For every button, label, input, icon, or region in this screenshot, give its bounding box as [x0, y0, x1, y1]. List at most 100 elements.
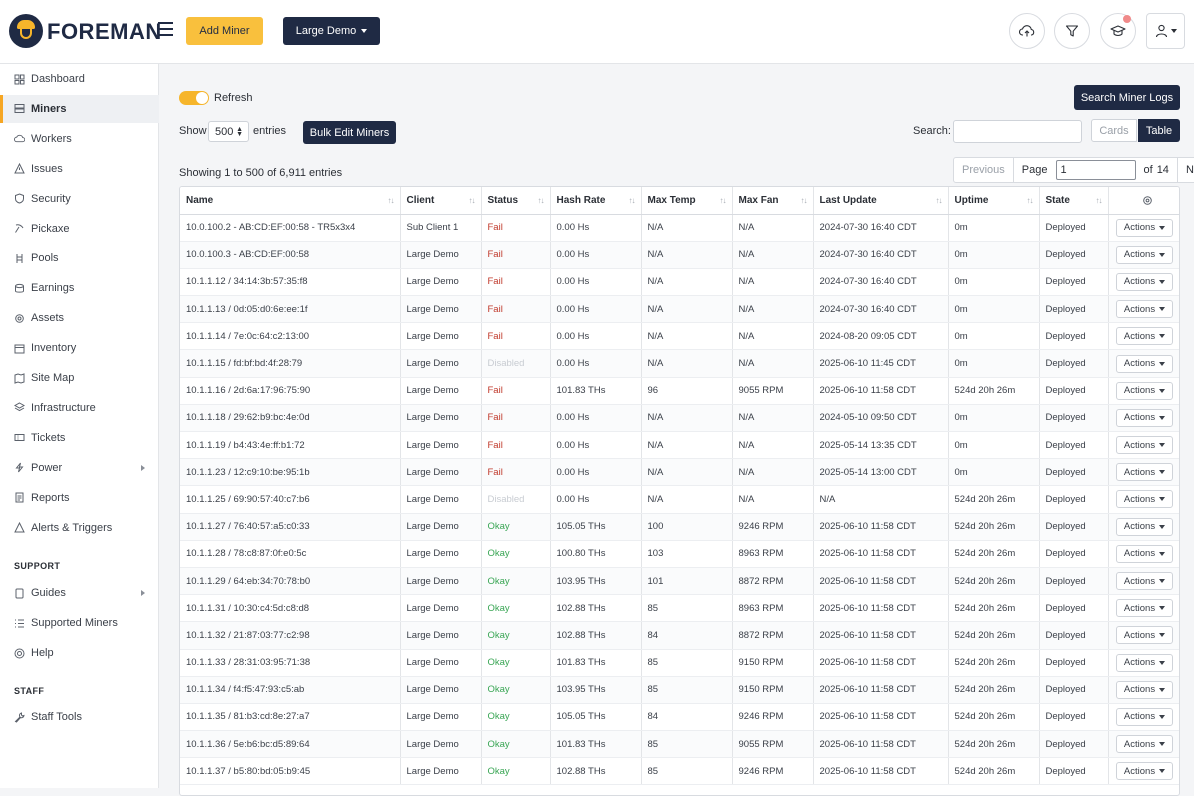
table-row[interactable]: 10.1.1.29 / 64:eb:34:70:78:b0 Large Demo O…	[180, 567, 1179, 596]
actions-dropdown-button[interactable]: Actions	[1116, 599, 1173, 618]
table-row[interactable]: 10.1.1.16 / 2d:6a:17:96:75:90 Large Demo F…	[180, 377, 1179, 405]
table-row[interactable]: 10.1.1.37 / b5:80:bd:05:b9:45 Large Demo O…	[180, 757, 1179, 786]
actions-dropdown-button[interactable]: Actions	[1116, 327, 1173, 346]
sidebar-item-pools[interactable]: Pools	[0, 244, 159, 272]
table-row[interactable]: 10.1.1.19 / b4:43:4e:ff:b1:72 Large Demo F…	[180, 431, 1179, 460]
column-header-max-fan[interactable]: Max Fan ↑↓	[732, 187, 814, 215]
search-miner-logs-button[interactable]: Search Miner Logs	[1074, 85, 1180, 110]
actions-dropdown-button[interactable]: Actions	[1116, 490, 1173, 509]
next-page-button[interactable]: Next	[1185, 164, 1194, 176]
column-header-client[interactable]: Client ↑↓	[400, 187, 482, 215]
cell-name[interactable]: 10.1.1.18 / 29:62:b9:bc:4e:0d	[180, 404, 401, 433]
learning-button[interactable]	[1100, 13, 1136, 49]
cell-name[interactable]: 10.1.1.23 / 12:c9:10:be:95:1b	[180, 458, 401, 487]
actions-dropdown-button[interactable]: Actions	[1116, 463, 1173, 482]
actions-dropdown-button[interactable]: Actions	[1116, 626, 1173, 645]
cell-name[interactable]: 10.1.1.13 / 0d:05:d0:6e:ee:1f	[180, 295, 401, 324]
table-row[interactable]: 10.0.100.2 - AB:CD:EF:00:58 - TR5x3x4 Sub…	[180, 214, 1179, 242]
table-row[interactable]: 10.1.1.33 / 28:31:03:95:71:38 Large Demo O…	[180, 649, 1179, 677]
sidebar-item-reports[interactable]: Reports	[0, 484, 159, 512]
table-row[interactable]: 10.1.1.34 / f4:f5:47:93:c5:ab Large Demo O…	[180, 676, 1179, 704]
sidebar-item-issues[interactable]: Issues	[0, 155, 159, 183]
cell-name[interactable]: 10.1.1.35 / 81:b3:cd:8e:27:a7	[180, 703, 401, 732]
cloud-upload-button[interactable]	[1009, 13, 1045, 49]
actions-dropdown-button[interactable]: Actions	[1116, 544, 1173, 563]
column-header-state[interactable]: State ↑↓	[1039, 187, 1109, 215]
cell-name[interactable]: 10.1.1.32 / 21:87:03:77:c2:98	[180, 621, 401, 650]
cell-name[interactable]: 10.1.1.16 / 2d:6a:17:96:75:90	[180, 377, 401, 405]
sidebar-item-tickets[interactable]: Tickets	[0, 424, 159, 452]
cell-name[interactable]: 10.0.100.2 - AB:CD:EF:00:58 - TR5x3x4	[180, 214, 401, 242]
actions-dropdown-button[interactable]: Actions	[1116, 680, 1173, 699]
foreman-logo-icon[interactable]	[9, 14, 43, 48]
sidebar-item-staff-tools[interactable]: Staff Tools	[0, 703, 159, 731]
actions-dropdown-button[interactable]: Actions	[1116, 436, 1173, 455]
add-miner-button[interactable]: Add Miner	[186, 17, 263, 45]
cards-view-button[interactable]: Cards	[1091, 119, 1137, 142]
sidebar-item-workers[interactable]: Workers	[0, 125, 159, 153]
brand-name[interactable]: FOREMAN	[47, 19, 162, 44]
table-row[interactable]: 10.1.1.28 / 78:c8:87:0f:e0:5c Large Demo O…	[180, 540, 1179, 568]
table-row[interactable]: 10.1.1.15 / fd:bf:bd:4f:28:79 Large Demo D…	[180, 349, 1179, 378]
table-row[interactable]: 10.1.1.35 / 81:b3:cd:8e:27:a7 Large Demo O…	[180, 703, 1179, 732]
table-row[interactable]: 10.1.1.14 / 7e:0c:64:c2:13:00 Large Demo F…	[180, 322, 1179, 351]
cell-name[interactable]: 10.1.1.28 / 78:c8:87:0f:e0:5c	[180, 540, 401, 568]
actions-dropdown-button[interactable]: Actions	[1116, 245, 1173, 264]
cell-name[interactable]: 10.1.1.33 / 28:31:03:95:71:38	[180, 649, 401, 677]
sidebar-item-earnings[interactable]: Earnings	[0, 274, 159, 302]
bulk-edit-miners-button[interactable]: Bulk Edit Miners	[303, 121, 396, 144]
table-row[interactable]: 10.1.1.12 / 34:14:3b:57:35:f8 Large Demo F…	[180, 268, 1179, 297]
actions-dropdown-button[interactable]: Actions	[1116, 707, 1173, 726]
cell-name[interactable]: 10.1.1.29 / 64:eb:34:70:78:b0	[180, 567, 401, 596]
column-header-status[interactable]: Status ↑↓	[481, 187, 551, 215]
table-row[interactable]: 10.1.1.23 / 12:c9:10:be:95:1b Large Demo F…	[180, 458, 1179, 487]
actions-dropdown-button[interactable]: Actions	[1116, 300, 1173, 319]
sidebar-item-infrastructure[interactable]: Infrastructure	[0, 394, 159, 422]
actions-dropdown-button[interactable]: Actions	[1116, 572, 1173, 591]
refresh-toggle[interactable]	[179, 91, 209, 105]
table-row[interactable]: 10.1.1.25 / 69:90:57:40:c7:b6 Large Demo D…	[180, 485, 1179, 514]
search-input[interactable]	[953, 120, 1082, 143]
cell-name[interactable]: 10.1.1.36 / 5e:b6:bc:d5:89:64	[180, 730, 401, 759]
previous-page-button[interactable]: Previous	[954, 158, 1014, 182]
table-row[interactable]: 10.1.1.13 / 0d:05:d0:6e:ee:1f Large Demo F…	[180, 295, 1179, 324]
sidebar-item-pickaxe[interactable]: Pickaxe	[0, 215, 159, 243]
table-row[interactable]: 10.1.1.27 / 76:40:57:a5:c0:33 Large Demo O…	[180, 513, 1179, 541]
actions-dropdown-button[interactable]: Actions	[1116, 735, 1173, 754]
client-select-button[interactable]: Large Demo	[283, 17, 380, 45]
sidebar-item-security[interactable]: Security	[0, 185, 159, 213]
sidebar-item-assets[interactable]: Assets	[0, 304, 159, 332]
cell-name[interactable]: 10.1.1.34 / f4:f5:47:93:c5:ab	[180, 676, 401, 704]
cell-name[interactable]: 10.1.1.25 / 69:90:57:40:c7:b6	[180, 485, 401, 514]
sidebar-item-inventory[interactable]: Inventory	[0, 334, 159, 362]
column-header-hash-rate[interactable]: Hash Rate ↑↓	[550, 187, 642, 215]
table-row[interactable]: 10.1.1.36 / 5e:b6:bc:d5:89:64 Large Demo O…	[180, 730, 1179, 759]
hamburger-menu-icon[interactable]	[158, 22, 173, 36]
page-number-input[interactable]: 1	[1055, 160, 1136, 180]
table-row[interactable]: 10.1.1.31 / 10:30:c4:5d:c8:d8 Large Demo O…	[180, 594, 1179, 623]
actions-dropdown-button[interactable]: Actions	[1116, 762, 1173, 781]
sidebar-item-help[interactable]: Help	[0, 639, 159, 667]
actions-dropdown-button[interactable]: Actions	[1116, 354, 1173, 373]
sidebar-item-site-map[interactable]: Site Map	[0, 364, 159, 392]
cell-name[interactable]: 10.1.1.37 / b5:80:bd:05:b9:45	[180, 757, 401, 786]
sidebar-item-dashboard[interactable]: Dashboard	[0, 65, 159, 93]
filter-button[interactable]	[1054, 13, 1090, 49]
column-header-last-update[interactable]: Last Update ↑↓	[813, 187, 949, 215]
sidebar-item-supported-miners[interactable]: Supported Miners	[0, 609, 159, 637]
cell-name[interactable]: 10.1.1.31 / 10:30:c4:5d:c8:d8	[180, 594, 401, 623]
column-header-uptime[interactable]: Uptime ↑↓	[948, 187, 1040, 215]
cell-name[interactable]: 10.1.1.19 / b4:43:4e:ff:b1:72	[180, 431, 401, 460]
table-row[interactable]: 10.1.1.32 / 21:87:03:77:c2:98 Large Demo O…	[180, 621, 1179, 650]
cell-name[interactable]: 10.1.1.15 / fd:bf:bd:4f:28:79	[180, 349, 401, 378]
actions-dropdown-button[interactable]: Actions	[1116, 218, 1173, 237]
user-menu-button[interactable]	[1146, 13, 1185, 49]
column-header-name[interactable]: Name ↑↓	[180, 187, 401, 215]
actions-dropdown-button[interactable]: Actions	[1116, 272, 1173, 291]
sidebar-item-miners[interactable]: Miners	[0, 94, 159, 123]
sidebar-item-guides[interactable]: Guides	[0, 579, 159, 607]
cell-name[interactable]: 10.1.1.27 / 76:40:57:a5:c0:33	[180, 513, 401, 541]
table-row[interactable]: 10.0.100.3 - AB:CD:EF:00:58 Large Demo Fai…	[180, 241, 1179, 269]
actions-dropdown-button[interactable]: Actions	[1116, 653, 1173, 672]
entries-select[interactable]: 500 ▲ ▼	[208, 121, 249, 142]
